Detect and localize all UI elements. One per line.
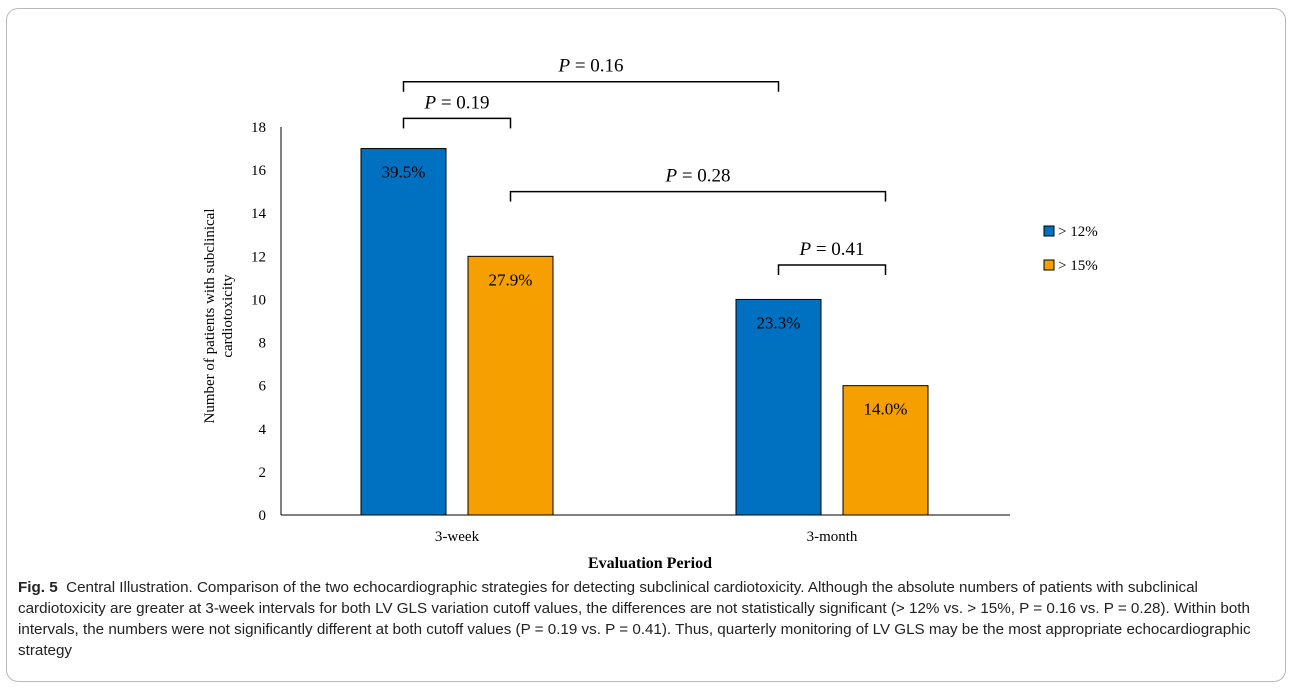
significance-bracket (777, 264, 887, 275)
y-tick-label: 18 (251, 120, 266, 136)
p-value-label: P = 0.16 (557, 56, 623, 77)
figure-caption: Fig. 5 Central Illustration. Comparison … (18, 577, 1278, 661)
legend-swatch (1043, 259, 1055, 271)
p-value-label: P = 0.28 (664, 166, 730, 187)
y-axis-label-line-1: Number of patients with subclinical (202, 209, 218, 424)
y-tick-label: 4 (259, 422, 267, 438)
figure-frame (6, 8, 1286, 682)
p-value-label: P = 0.19 (423, 92, 489, 113)
significance-brackets: P = 0.16P = 0.19P = 0.28P = 0.41 (402, 56, 887, 275)
legend-label: > 15% (1058, 258, 1098, 274)
bar (360, 148, 447, 516)
y-tick-label: 2 (259, 465, 267, 481)
y-axis-label-line-2: cardiotoxicity (220, 274, 236, 358)
x-axis-label: Evaluation Period (588, 555, 712, 572)
p-value-number: = 0.19 (436, 92, 489, 113)
significance-bracket (402, 80, 780, 92)
y-tick-label: 16 (251, 163, 267, 179)
bar (842, 385, 929, 516)
legend-label: > 12% (1058, 224, 1098, 240)
bar-data-label: 23.3% (757, 313, 801, 332)
significance-bracket (509, 190, 887, 202)
y-tick-label: 14 (251, 206, 267, 222)
bar-data-label: 39.5% (382, 163, 426, 182)
bar-chart: 0 2 4 6 8 10 12 14 16 18 3-week 3-month 39.5% 23.3% 2… (202, 56, 1098, 572)
significance-bracket (402, 117, 512, 129)
legend-swatch (1043, 225, 1055, 237)
p-value-number: = 0.41 (811, 239, 864, 260)
p-value-symbol: P (798, 239, 811, 260)
x-tick-label: 3-month (807, 529, 858, 545)
p-value-number: = 0.16 (570, 56, 623, 77)
bar (735, 298, 822, 516)
bar-data-label: 14.0% (864, 400, 908, 419)
p-value-symbol: P (664, 166, 677, 187)
y-tick-label: 0 (259, 508, 267, 524)
figure-caption-text: Central Illustration. Comparison of the … (18, 579, 1251, 659)
p-value-label: P = 0.41 (798, 239, 864, 260)
figure-label: Fig. 5 (18, 579, 58, 596)
y-tick-label: 8 (259, 336, 267, 352)
bar (467, 255, 554, 516)
chart-legend: > 12% > 15% (1043, 224, 1098, 274)
bar-data-label: 27.9% (489, 270, 533, 289)
p-value-symbol: P (423, 92, 436, 113)
x-tick-label: 3-week (435, 529, 480, 545)
y-tick-label: 10 (251, 292, 266, 308)
y-axis-label: Number of patients with subclinical card… (202, 209, 236, 424)
p-value-symbol: P (557, 56, 570, 77)
y-tick-label: 12 (251, 249, 266, 265)
chart-bars: 39.5% 23.3% 27.9% 14.0% (360, 148, 929, 516)
y-tick-label: 6 (259, 379, 267, 395)
p-value-number: = 0.28 (677, 166, 730, 187)
